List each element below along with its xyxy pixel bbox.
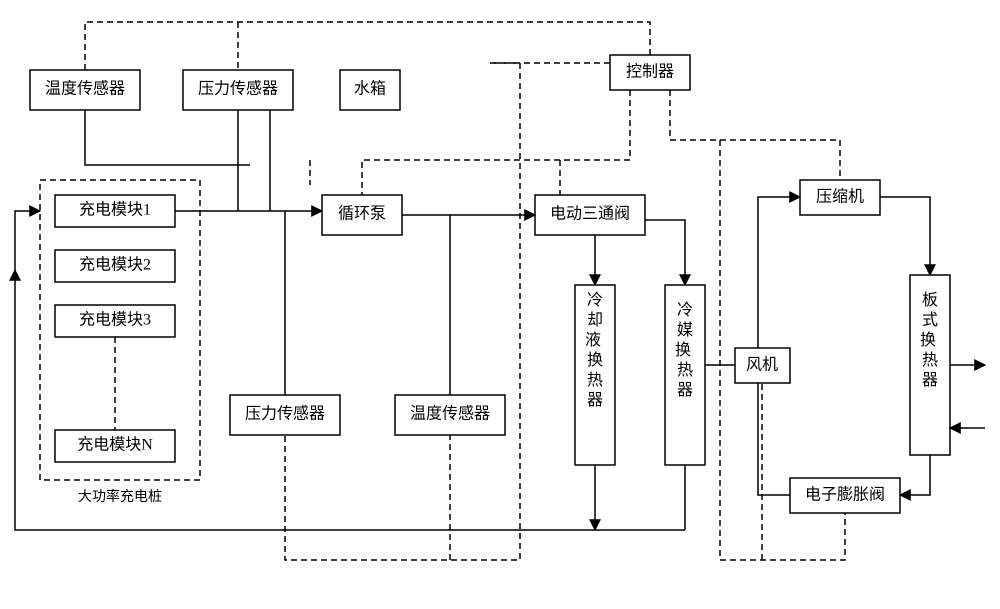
coolant-hx-node: 冷却液 换热器 (575, 285, 615, 465)
refrig-hx-node: 冷媒换 热器 (665, 285, 705, 465)
temp-sensor-1-label: 温度传感器 (45, 80, 125, 98)
cmN-label: 充电模块N (77, 436, 153, 454)
water-tank-node: 水箱 (340, 70, 400, 110)
charge-module-3: 充电模块3 (55, 305, 175, 337)
controller-node: 控制器 (610, 55, 690, 90)
charge-module-1: 充电模块1 (55, 195, 175, 227)
plate-hx-node: 板式换 热器 (910, 275, 950, 455)
edge-compressor-to-plate (880, 197, 930, 275)
temp-sensor-2-label: 温度传感器 (410, 405, 490, 423)
press-sensor-1-node: 压力传感器 (183, 70, 293, 110)
expansion-valve-node: 电子膨胀阀 (790, 478, 900, 513)
ctrl-to-pump (362, 90, 630, 195)
charge-module-2: 充电模块2 (55, 250, 175, 282)
press-sensor-1-label: 压力传感器 (198, 80, 278, 98)
press-sensor-2-label: 压力传感器 (245, 405, 325, 423)
three-way-label: 电动三通阀 (550, 205, 630, 223)
pump-node: 循环泵 (322, 195, 402, 235)
cm2-label: 充电模块2 (79, 256, 151, 274)
fan-label: 风机 (746, 356, 778, 374)
fan-node: 风机 (735, 348, 790, 383)
ctrl-to-press2 (285, 63, 520, 560)
edge-temp1-down (85, 110, 250, 165)
charging-group-label: 大功率充电桩 (78, 488, 162, 505)
charge-module-N: 充电模块N (55, 430, 175, 462)
edge-up-to-compressor (758, 197, 800, 348)
three-way-valve-node: 电动三通阀 (535, 195, 645, 235)
compressor-node: 压缩机 (800, 180, 880, 215)
temp-sensor-1-node: 温度传感器 (30, 70, 140, 110)
cm1-label: 充电模块1 (79, 201, 151, 219)
press-sensor-2-node: 压力传感器 (230, 395, 340, 435)
diagram-canvas: 控制器 温度传感器 压力传感器 水箱 大功率充电桩 充电模块1 充电模块2 充电… (0, 0, 1000, 609)
pump-label: 循环泵 (338, 205, 386, 223)
refrig-hx-label: 冷媒换 热器 (675, 301, 695, 399)
water-tank-label: 水箱 (354, 80, 386, 98)
edge-valve-to-refrig (645, 220, 685, 285)
edge-expv-up (758, 383, 790, 495)
plate-hx-label: 板式换 热器 (920, 291, 940, 389)
ctrl-to-compressor (670, 90, 840, 180)
exp-valve-label: 电子膨胀阀 (805, 486, 885, 504)
temp-sensor-2-node: 温度传感器 (395, 395, 505, 435)
edge-plate-to-expv (900, 455, 930, 495)
cm3-label: 充电模块3 (79, 311, 151, 329)
compressor-label: 压缩机 (816, 188, 864, 206)
controller-label: 控制器 (626, 63, 674, 81)
